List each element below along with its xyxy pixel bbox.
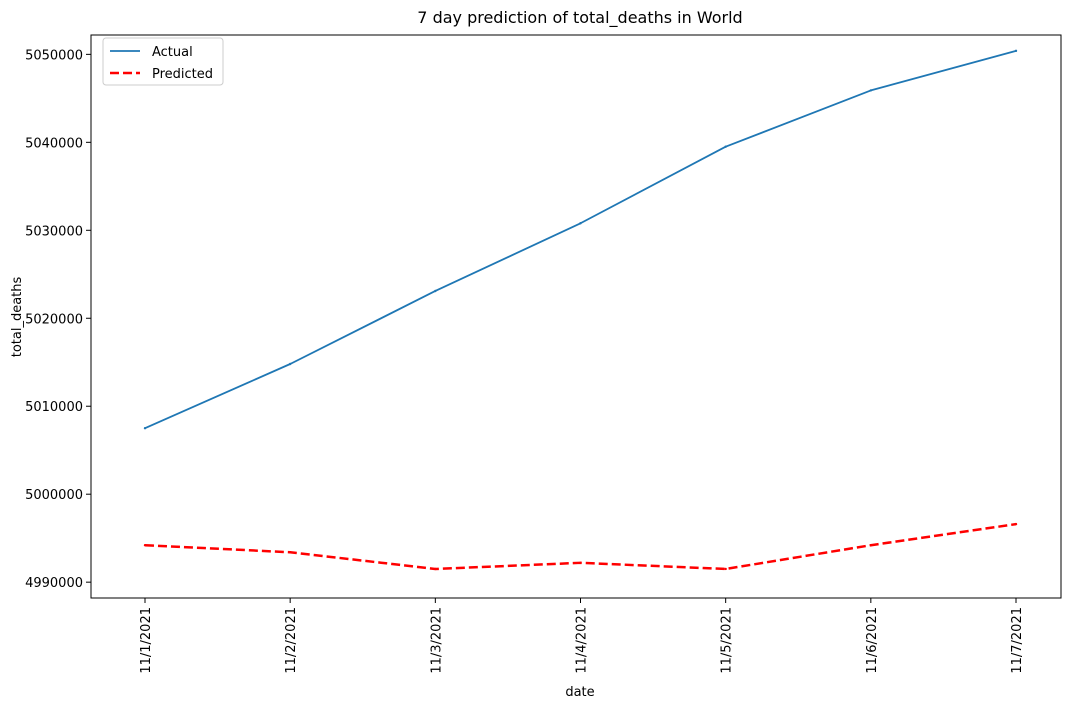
x-tick-label: 11/2/2021 [284,607,299,674]
y-tick-label: 5050000 [25,48,83,63]
data-point-actual [579,222,582,225]
y-tick-label: 5020000 [25,312,83,327]
x-tick-label: 11/4/2021 [575,607,590,674]
x-tick-label: 11/5/2021 [720,607,735,674]
chart-title: 7 day prediction of total_deaths in Worl… [417,8,742,28]
data-point-predicted [288,551,292,554]
data-point-actual [869,89,873,92]
y-tick-label: 5030000 [25,224,83,239]
y-tick-label: 5040000 [25,136,83,151]
data-point-predicted [579,561,582,565]
x-tick-label: 11/3/2021 [429,607,444,674]
data-point-actual [724,145,727,148]
legend-box [102,37,224,86]
y-tick-label: 5010000 [25,400,83,415]
x-axis-label: date [565,685,594,700]
x-tick-label: 11/7/2021 [1010,607,1025,674]
series-line-actual [144,49,1017,430]
data-point-predicted [1014,522,1018,526]
data-point-actual [434,289,437,293]
data-point-predicted [869,544,873,547]
data-point-predicted [724,567,727,571]
y-axis-label: total_deaths [10,277,25,358]
x-tick-label: 11/6/2021 [865,607,880,674]
y-tick-label: 5000000 [25,488,83,503]
data-point-predicted [434,567,437,571]
data-point-predicted [143,544,147,547]
data-point-actual [288,362,292,366]
axes-frame [90,34,1062,599]
legend: Actual Predicted [102,37,224,86]
legend-label-predicted: Predicted [152,67,213,82]
y-tick-label: 4990000 [25,576,83,591]
legend-label-actual: Actual [152,45,193,60]
data-point-actual [1014,49,1018,53]
data-point-actual [143,427,147,430]
plot-area: 4990000 5000000 5010000 5020000 5030000 50400… [25,34,1062,674]
x-tick-label: 11/1/2021 [139,607,154,674]
